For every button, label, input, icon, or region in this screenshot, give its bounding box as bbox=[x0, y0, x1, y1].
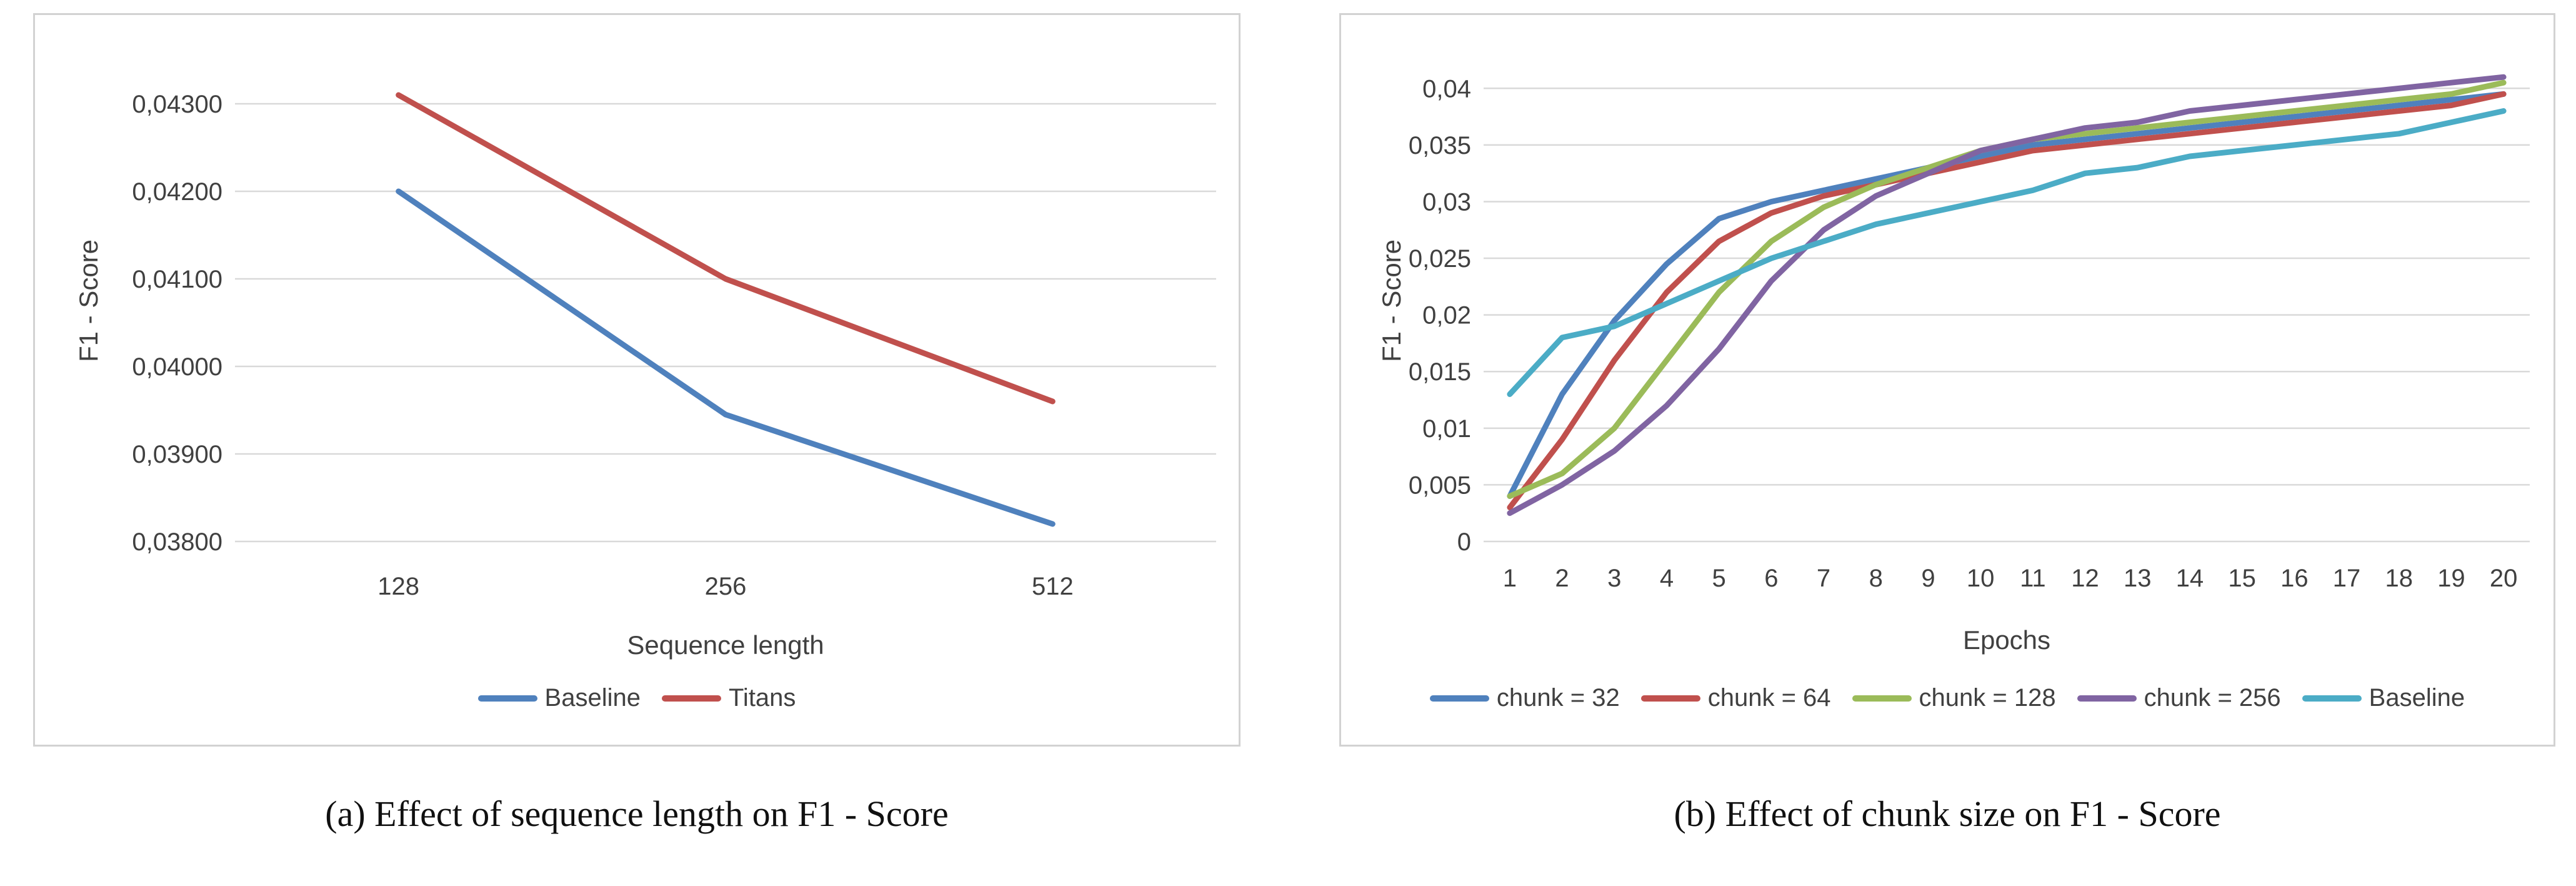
legend-item-chunk-32: chunk = 32 bbox=[1429, 684, 1620, 712]
y-tick-label: 0,04000 bbox=[132, 353, 222, 381]
y-tick-label: 0,03 bbox=[1422, 188, 1471, 216]
figure-a: 0,04300 0,04200 0,04100 0,04000 0,03900 0,038… bbox=[33, 13, 1241, 835]
legend-item-baseline: Baseline bbox=[477, 684, 641, 712]
chart-panel-a: 0,04300 0,04200 0,04100 0,04000 0,03900 0,038… bbox=[33, 13, 1241, 747]
series-line-chunk-256 bbox=[1507, 74, 2507, 516]
x-tick-label: 2 bbox=[1555, 565, 1569, 592]
y-tick-label: 0,02 bbox=[1422, 302, 1471, 330]
legend-line-swatch bbox=[2077, 695, 2137, 702]
x-axis-title: Sequence length bbox=[627, 630, 824, 660]
legend-line-swatch bbox=[1429, 695, 1489, 702]
x-tick-label: 7 bbox=[1817, 565, 1830, 592]
legend-label: chunk = 256 bbox=[2144, 684, 2281, 712]
line-chart-sequence-length: 0,04300 0,04200 0,04100 0,04000 0,03900 0,038… bbox=[35, 23, 1239, 679]
legend-label: chunk = 64 bbox=[1707, 684, 1831, 712]
y-tick-label: 0,03800 bbox=[132, 528, 222, 556]
y-tick-label: 0,04300 bbox=[132, 91, 222, 118]
legend-item-titans: Titans bbox=[661, 684, 796, 712]
series-line-baseline bbox=[1507, 108, 2507, 397]
legend-label: chunk = 32 bbox=[1496, 684, 1620, 712]
x-tick-label: 13 bbox=[2124, 565, 2152, 592]
x-tick-label: 16 bbox=[2280, 565, 2309, 592]
y-axis-title: F1 - Score bbox=[1377, 239, 1406, 362]
figure-b: 0,04 0,035 0,03 0,025 0,02 0,015 0,01 0,005 0 1 2 3… bbox=[1339, 13, 2555, 835]
legend-item-chunk-64: chunk = 64 bbox=[1640, 684, 1831, 712]
x-tick-label: 10 bbox=[1967, 565, 1995, 592]
caption-a: (a) Effect of sequence length on F1 - Sc… bbox=[325, 793, 949, 834]
chart-panel-b: 0,04 0,035 0,03 0,025 0,02 0,015 0,01 0,005 0 1 2 3… bbox=[1339, 13, 2555, 747]
series-line-chunk-64 bbox=[1507, 91, 2507, 511]
y-tick-label: 0,04 bbox=[1422, 75, 1471, 103]
legend-line-swatch bbox=[1852, 695, 1912, 702]
x-tick-label: 14 bbox=[2176, 565, 2204, 592]
series-line-baseline bbox=[396, 188, 1056, 527]
series-line-chunk-32 bbox=[1507, 91, 2507, 499]
legend-item-baseline: Baseline bbox=[2302, 684, 2465, 712]
legend-item-chunk-128: chunk = 128 bbox=[1852, 684, 2056, 712]
legend-line-swatch bbox=[2302, 695, 2362, 702]
legend-label: Titans bbox=[728, 684, 796, 712]
x-tick-label: 256 bbox=[705, 573, 747, 600]
x-axis-title: Epochs bbox=[1963, 625, 2050, 655]
x-tick-label: 18 bbox=[2385, 565, 2414, 592]
x-tick-label: 5 bbox=[1712, 565, 1726, 592]
caption-b: (b) Effect of chunk size on F1 - Score bbox=[1674, 793, 2221, 834]
x-tick-label: 15 bbox=[2228, 565, 2256, 592]
x-tick-label: 11 bbox=[2020, 565, 2046, 592]
legend-line-swatch bbox=[477, 695, 537, 702]
x-tick-label: 3 bbox=[1607, 565, 1621, 592]
y-tick-label: 0,005 bbox=[1409, 471, 1471, 499]
y-tick-label: 0,015 bbox=[1409, 358, 1471, 386]
legend-item-chunk-256: chunk = 256 bbox=[2077, 684, 2281, 712]
x-tick-label: 8 bbox=[1869, 565, 1883, 592]
x-tick-label: 19 bbox=[2437, 565, 2465, 592]
legend-line-swatch bbox=[661, 695, 721, 702]
legend-label: Baseline bbox=[544, 684, 641, 712]
x-tick-label: 17 bbox=[2333, 565, 2361, 592]
chart-svg: 0,04300 0,04200 0,04100 0,04000 0,03900 0,038… bbox=[74, 91, 1216, 660]
y-tick-label: 0 bbox=[1457, 528, 1471, 556]
y-tick-label: 0,04200 bbox=[132, 178, 222, 206]
y-tick-label: 0,04100 bbox=[132, 266, 222, 293]
x-tick-label: 4 bbox=[1660, 565, 1674, 592]
y-tick-label: 0,025 bbox=[1409, 245, 1471, 273]
x-tick-label: 128 bbox=[377, 573, 419, 600]
x-tick-label: 6 bbox=[1764, 565, 1778, 592]
y-axis-title: F1 - Score bbox=[74, 239, 103, 362]
legend-b: chunk = 32 chunk = 64 chunk = 128 chunk = 2… bbox=[1341, 684, 2554, 712]
legend-label: chunk = 128 bbox=[1919, 684, 2056, 712]
x-tick-label: 512 bbox=[1032, 573, 1074, 600]
x-tick-label: 12 bbox=[2071, 565, 2099, 592]
legend-line-swatch bbox=[1640, 695, 1700, 702]
legend-a: Baseline Titans bbox=[35, 684, 1239, 712]
figure: 0,04300 0,04200 0,04100 0,04000 0,03900 0,038… bbox=[33, 13, 2555, 835]
x-tick-label: 1 bbox=[1503, 565, 1517, 592]
y-tick-label: 0,01 bbox=[1422, 415, 1471, 443]
y-tick-label: 0,035 bbox=[1409, 132, 1471, 159]
legend-label: Baseline bbox=[2369, 684, 2465, 712]
x-tick-label: 20 bbox=[2490, 565, 2518, 592]
x-tick-label: 9 bbox=[1921, 565, 1935, 592]
line-chart-chunk-size: 0,04 0,035 0,03 0,025 0,02 0,015 0,01 0,005 0 1 2 3… bbox=[1341, 23, 2554, 679]
y-tick-label: 0,03900 bbox=[132, 441, 222, 468]
series-line-titans bbox=[396, 92, 1056, 405]
